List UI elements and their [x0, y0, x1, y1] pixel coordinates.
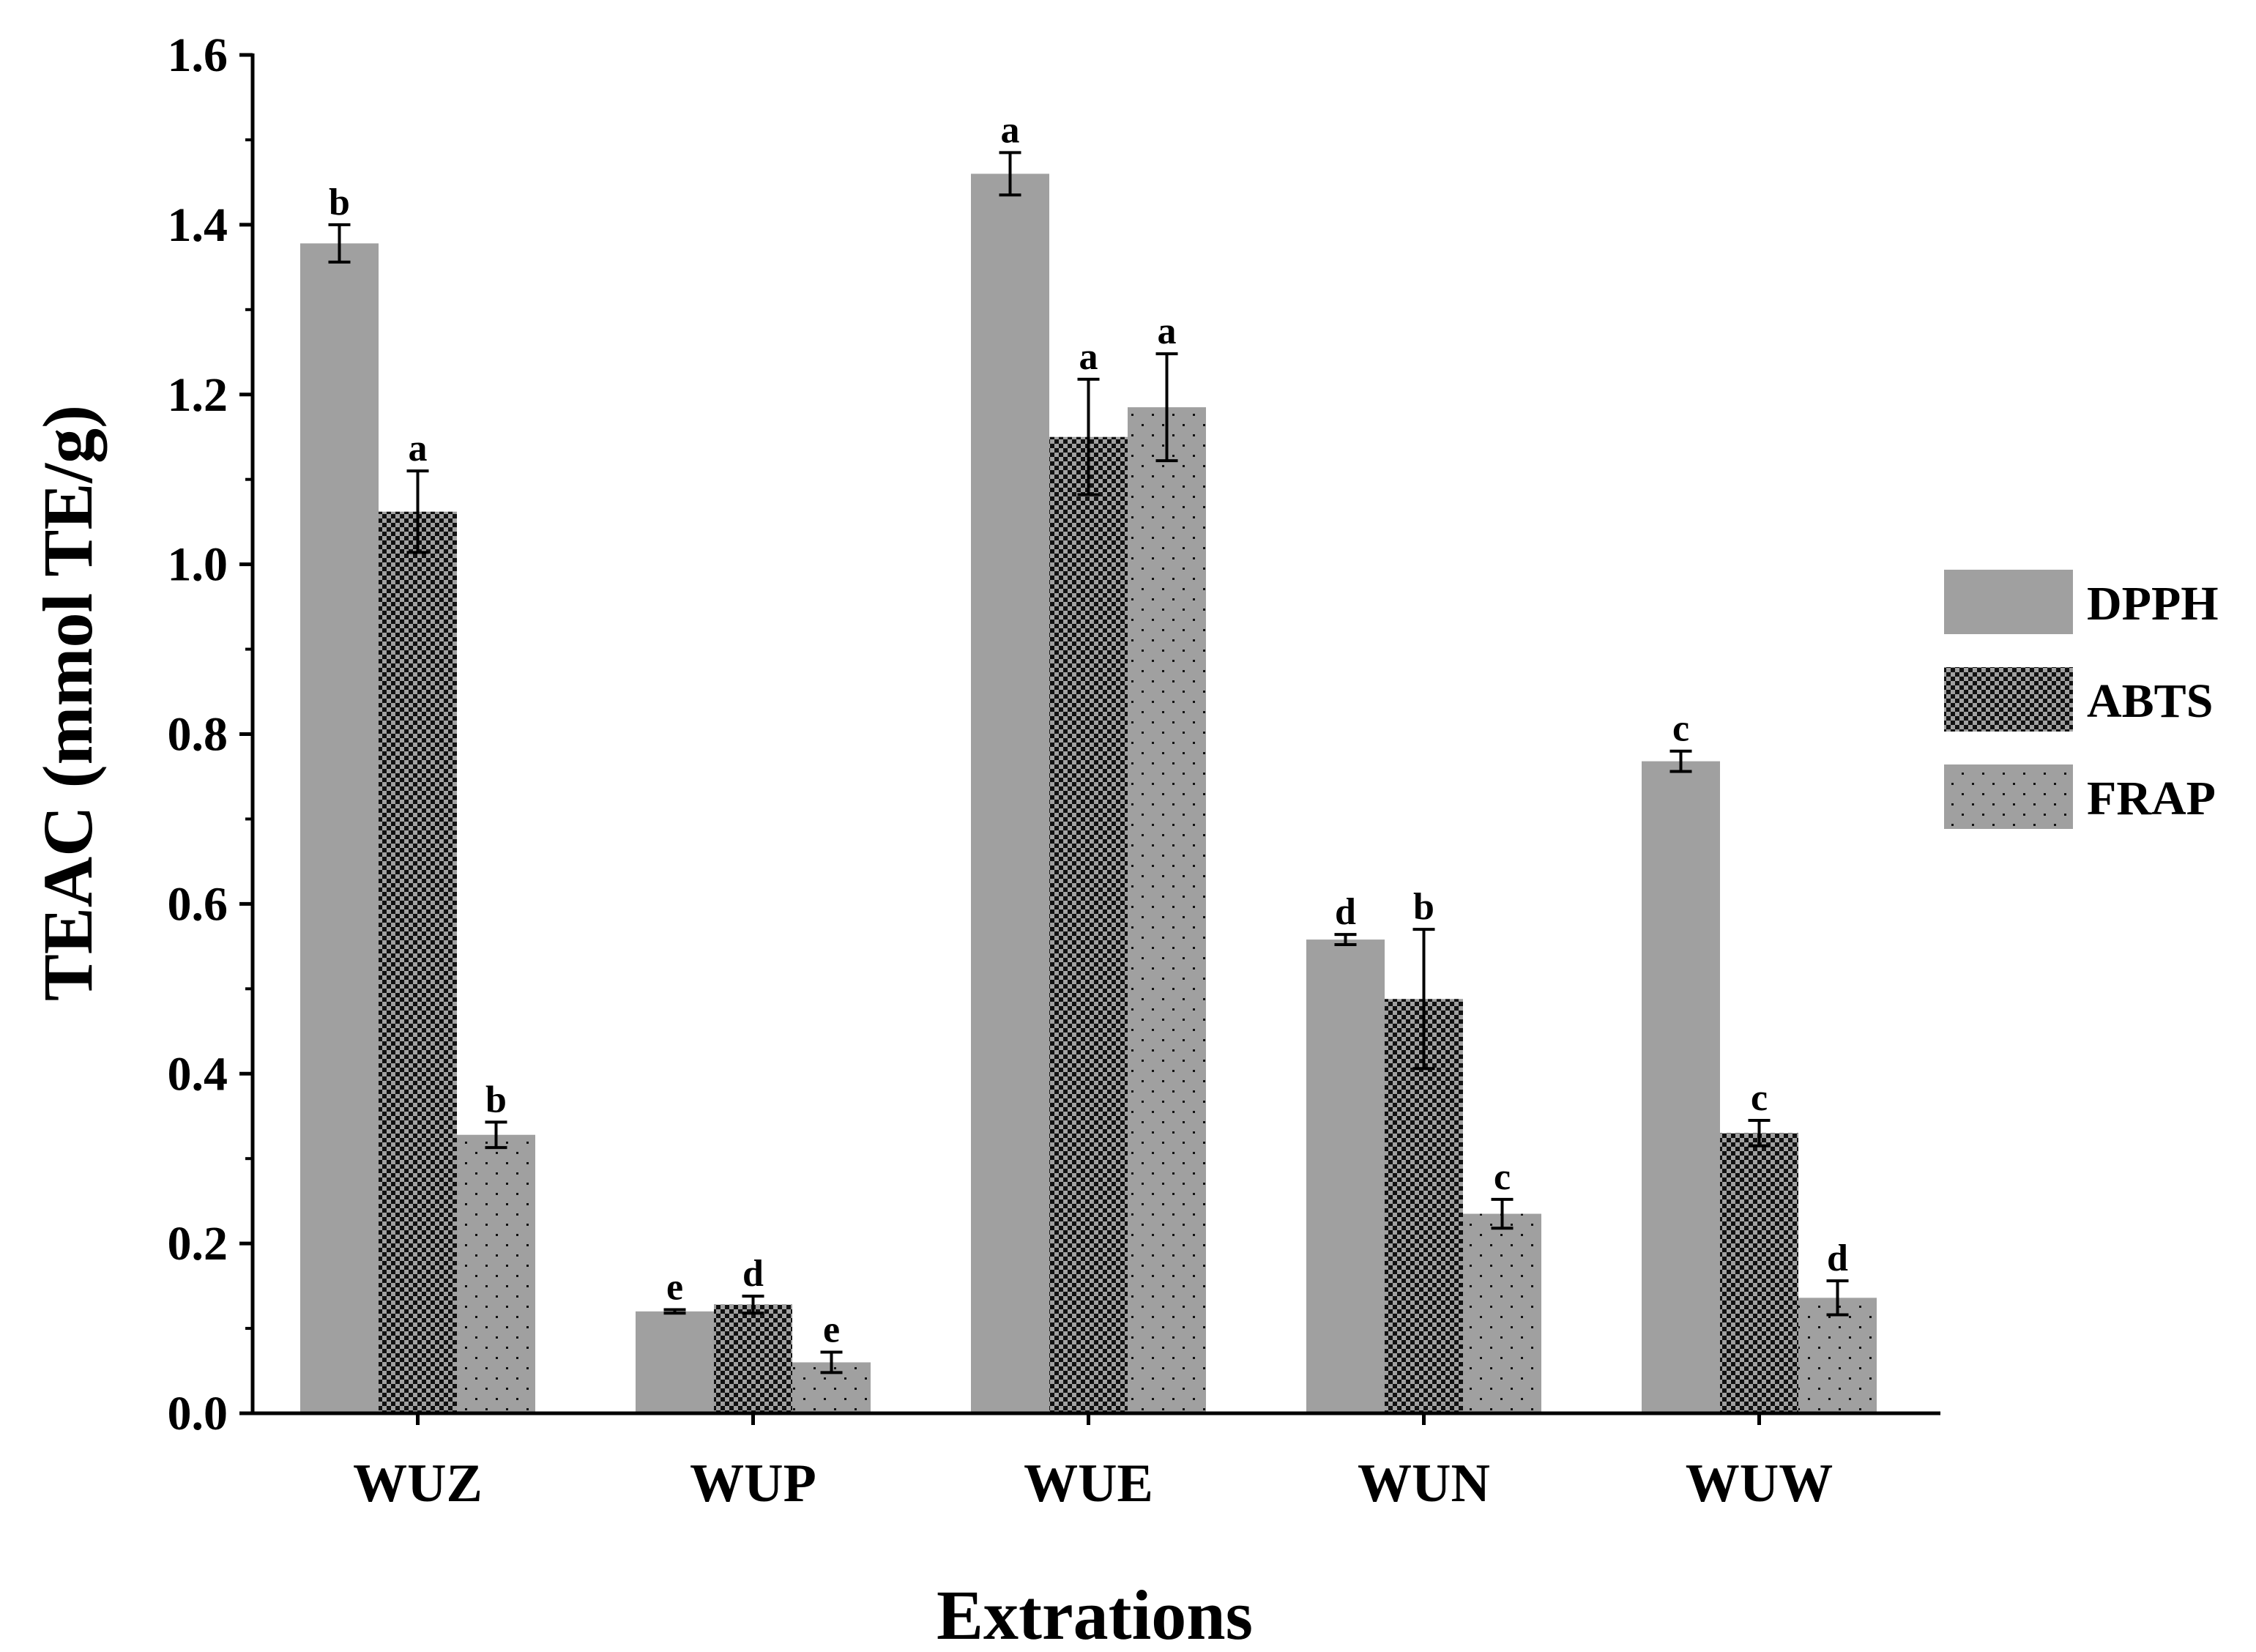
error-bar-frap-wue	[1155, 352, 1178, 463]
sig-letter-frap-wue: a	[1158, 310, 1177, 352]
legend-label-dpph: DPPH	[2087, 577, 2219, 630]
legend-swatch-abts	[1944, 667, 2073, 732]
x-axis-title: Extrations	[937, 1576, 1253, 1652]
error-bars-layer	[328, 151, 1849, 1374]
y-tick-label: 1.2	[168, 368, 228, 422]
sig-letter-frap-wup: e	[823, 1309, 840, 1351]
x-axis-category-labels: WUZ WUP WUE WUN WUW	[353, 1413, 1833, 1514]
y-tick-label: 0.8	[168, 708, 228, 762]
bar-frap-wuw	[1798, 1298, 1877, 1413]
y-tick-label: 1.0	[168, 538, 228, 592]
error-bar-abts-wuz	[406, 469, 429, 554]
sig-letter-dpph-wuw: c	[1672, 708, 1689, 750]
sig-letter-abts-wun: b	[1413, 886, 1434, 928]
legend-swatch-frap	[1944, 764, 2073, 829]
bar-frap-wun	[1463, 1213, 1541, 1413]
sig-letter-abts-wuz: a	[409, 428, 428, 469]
sig-letter-abts-wup: d	[742, 1253, 764, 1295]
bar-dpph-wun	[1306, 940, 1385, 1413]
x-category-label-wup: WUP	[690, 1454, 816, 1514]
error-bar-dpph-wue	[999, 151, 1021, 197]
error-bar-dpph-wuz	[328, 223, 351, 264]
bar-frap-wue	[1128, 407, 1206, 1413]
error-bar-frap-wuw	[1826, 1279, 1849, 1317]
bar-dpph-wue	[971, 174, 1049, 1413]
error-bar-abts-wun	[1412, 928, 1435, 1071]
error-bar-frap-wup	[820, 1350, 843, 1374]
y-axis-title: TEAC (mmol TE/g)	[29, 405, 107, 1001]
sig-letter-dpph-wun: d	[1335, 891, 1356, 933]
error-bar-abts-wup	[742, 1295, 764, 1315]
bar-dpph-wuz	[300, 243, 379, 1414]
y-axis-ticks: 0.0 0.2 0.4 0.6 0.8 1.0 1.2 1.4 1.6	[168, 29, 253, 1440]
sig-letter-frap-wuw: d	[1827, 1238, 1848, 1279]
bar-abts-wuw	[1720, 1133, 1798, 1413]
y-tick-label: 0.6	[168, 877, 228, 931]
y-tick-label: 0.0	[168, 1387, 228, 1440]
sig-letter-dpph-wuz: b	[329, 182, 350, 223]
y-tick-label: 1.4	[168, 198, 228, 252]
error-bar-dpph-wun	[1334, 933, 1357, 947]
bar-abts-wuz	[379, 511, 457, 1413]
legend: DPPH ABTS FRAP	[1944, 570, 2219, 829]
x-category-label-wun: WUN	[1358, 1454, 1490, 1514]
sig-letter-abts-wue: a	[1079, 336, 1098, 378]
sig-letter-frap-wuz: b	[485, 1079, 507, 1120]
y-tick-label: 1.6	[168, 29, 228, 82]
sig-letter-dpph-wue: a	[1001, 109, 1020, 151]
y-tick-label: 0.2	[168, 1217, 228, 1270]
error-bar-dpph-wup	[663, 1308, 686, 1315]
x-category-label-wuz: WUZ	[353, 1454, 483, 1514]
bar-dpph-wup	[636, 1311, 714, 1413]
bars-layer	[300, 174, 1877, 1414]
x-category-label-wue: WUE	[1024, 1454, 1153, 1514]
legend-swatch-dpph	[1944, 570, 2073, 634]
legend-label-abts: ABTS	[2087, 674, 2213, 728]
bar-frap-wuz	[457, 1134, 535, 1413]
significance-letters-layer: b a b e d e a a a d b c c c d	[329, 109, 1848, 1350]
error-bar-dpph-wuw	[1669, 749, 1692, 773]
error-bar-abts-wue	[1077, 377, 1100, 496]
legend-label-frap: FRAP	[2087, 772, 2216, 825]
bar-dpph-wuw	[1642, 761, 1720, 1413]
sig-letter-frap-wun: c	[1494, 1156, 1511, 1198]
error-bar-frap-wun	[1491, 1197, 1514, 1230]
error-bar-abts-wuw	[1748, 1119, 1771, 1147]
error-bar-frap-wuz	[485, 1120, 507, 1150]
sig-letter-dpph-wup: e	[666, 1267, 683, 1309]
bar-abts-wup	[714, 1304, 792, 1413]
sig-letter-abts-wuw: c	[1751, 1077, 1768, 1119]
x-category-label-wuw: WUW	[1686, 1454, 1833, 1514]
bar-abts-wue	[1049, 436, 1128, 1413]
y-tick-label: 0.4	[168, 1047, 228, 1101]
